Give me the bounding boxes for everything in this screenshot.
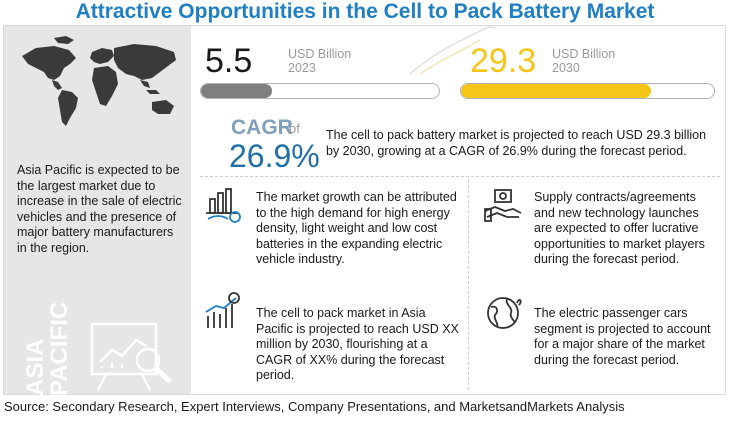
progress-fill-2023 — [201, 84, 273, 98]
handshake-money-icon — [484, 189, 522, 222]
cagr-of: of — [289, 121, 300, 136]
cagr-value: 26.9% — [229, 138, 320, 174]
insight-growth-drivers: The market growth can be attributed to t… — [256, 190, 457, 267]
divider-vertical — [468, 180, 469, 390]
progress-bar-2030 — [460, 83, 715, 99]
asia-pacific-text: Asia Pacific is expected to be the large… — [17, 163, 182, 255]
unit-2030: USD Billion — [552, 47, 616, 61]
bar-chart-gear-icon — [206, 188, 241, 223]
market-value-2023: 5.5 — [205, 42, 253, 80]
progress-bar-2023 — [200, 83, 440, 99]
market-value-2030: 29.3 — [470, 42, 537, 80]
insight-opportunities: Supply contracts/agreements and new tech… — [534, 190, 705, 267]
insight-passenger-cars: The electric passenger cars segment is p… — [534, 306, 711, 367]
infographic-frame — [3, 25, 726, 395]
asia-pacific-label: ASIA PACIFIC — [22, 301, 73, 396]
progress-fill-2030 — [461, 84, 651, 98]
year-2023: 2023 — [288, 61, 316, 75]
asia-pacific-panel: Asia Pacific is expected to be the large… — [4, 26, 191, 396]
source-note: Source: Secondary Research, Expert Inter… — [4, 399, 625, 414]
page-title: Attractive Opportunities in the Cell to … — [75, 0, 655, 23]
divider-horizontal — [200, 176, 720, 177]
pacific-label-line2: PACIFIC — [46, 301, 73, 396]
analytics-board-icon — [90, 322, 172, 391]
globe-location-icon — [487, 297, 522, 329]
decorative-swoosh-icon — [409, 26, 497, 75]
cagr-text: The cell to pack battery market is proje… — [326, 128, 707, 158]
world-map-icon — [22, 36, 176, 126]
year-2030: 2030 — [552, 61, 580, 75]
asia-label-line1: ASIA — [22, 338, 49, 396]
growth-chart-dollar-icon — [205, 292, 240, 328]
cagr-label: CAGR — [231, 116, 293, 139]
insight-asia-pacific: The cell to pack market in Asia Pacific … — [256, 306, 459, 383]
unit-2023: USD Billion — [288, 47, 352, 61]
